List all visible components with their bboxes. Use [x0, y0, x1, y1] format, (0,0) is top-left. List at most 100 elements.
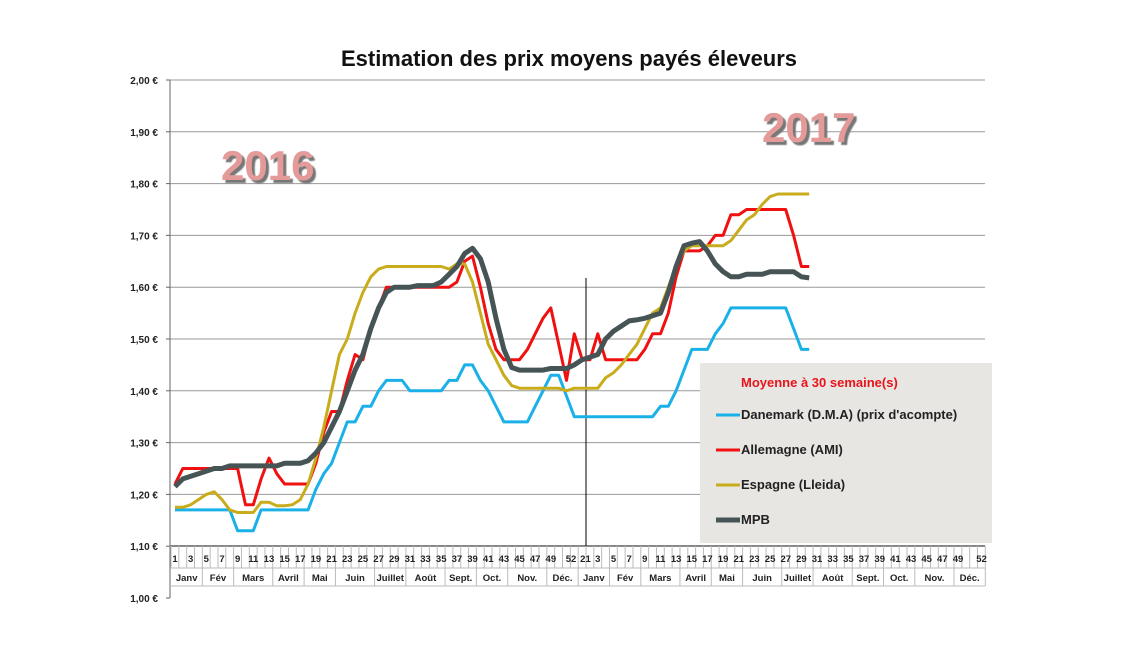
- month-label: Oct.: [890, 573, 908, 584]
- y-tick-label: 1,50 €: [130, 335, 158, 346]
- year-label-2016: 2016: [221, 142, 314, 189]
- x-tick-label: 43: [499, 554, 510, 565]
- x-axis: 1 3 5 7 9 11 13 15 17 19 21 23 25 27 29 31 33 35 37 39 41 43 4…: [170, 545, 987, 587]
- month-label: Nov.: [924, 573, 944, 584]
- x-tick-label: 3: [595, 554, 600, 565]
- x-tick-label: 41: [890, 554, 901, 565]
- legend-label: MPB: [741, 512, 770, 527]
- x-tick-label: 1: [172, 554, 178, 565]
- month-label: Mai: [312, 573, 328, 584]
- x-tick-label: 11: [248, 554, 259, 565]
- month-label: Sept.: [856, 573, 879, 584]
- month-label: Juillet: [377, 573, 405, 584]
- legend-label: Danemark (D.M.A) (prix d'acompte): [741, 407, 957, 422]
- x-tick-label: 5: [204, 554, 210, 565]
- x-tick-label: 29: [389, 554, 400, 565]
- x-tick-label: 41: [483, 554, 494, 565]
- month-label: Juin: [345, 573, 365, 584]
- x-tick-label: 15: [686, 554, 697, 565]
- x-tick-label: 45: [514, 554, 525, 565]
- y-tick-label: 1,80 €: [130, 180, 158, 191]
- month-label: Août: [822, 573, 844, 584]
- x-tick-label: 27: [780, 554, 791, 565]
- x-tick-label: 17: [702, 554, 713, 565]
- legend-label: Espagne (Lleida): [741, 477, 845, 492]
- y-tick-label: 1,90 €: [130, 128, 158, 139]
- chart-title: Estimation des prix moyens payés éleveur…: [341, 46, 797, 71]
- y-tick-label: 1,40 €: [130, 387, 158, 398]
- x-tick-label: 21: [580, 554, 591, 565]
- y-tick-label: 1,00 €: [130, 594, 158, 605]
- x-tick-label: 13: [671, 554, 682, 565]
- month-label: Mai: [719, 573, 735, 584]
- x-tick-label: 25: [765, 554, 776, 565]
- x-tick-label: 23: [342, 554, 353, 565]
- month-label: Sept.: [449, 573, 472, 584]
- series-line-mpb: [173, 239, 810, 489]
- x-tick-label: 49: [546, 554, 557, 565]
- series-line-danemark: [175, 306, 810, 533]
- x-tick-label: 47: [530, 554, 541, 565]
- x-tick-label: 33: [420, 554, 431, 565]
- x-tick-label: 29: [796, 554, 807, 565]
- x-tick-label: 17: [295, 554, 306, 565]
- x-tick-label: 11: [655, 554, 666, 565]
- x-tick-label: 19: [311, 554, 322, 565]
- x-tick-label: 52: [566, 554, 577, 565]
- x-tick-label: 47: [937, 554, 948, 565]
- x-tick-label: 31: [405, 554, 416, 565]
- x-tick-label: 37: [859, 554, 870, 565]
- x-tick-label: 9: [642, 554, 647, 565]
- month-label: Nov.: [517, 573, 537, 584]
- month-label: Mars: [242, 573, 264, 584]
- x-tick-label: 19: [718, 554, 729, 565]
- month-label: Avril: [278, 573, 299, 584]
- x-tick-label: 21: [326, 554, 337, 565]
- month-label: Juillet: [784, 573, 812, 584]
- x-tick-label: 3: [188, 554, 193, 565]
- x-tick-label: 33: [827, 554, 838, 565]
- month-label: Déc.: [552, 573, 572, 584]
- month-label: Mars: [649, 573, 671, 584]
- month-label: Juin: [752, 573, 772, 584]
- month-label: Fév: [617, 573, 634, 584]
- x-tick-label: 9: [235, 554, 240, 565]
- y-tick-label: 1,10 €: [130, 542, 158, 553]
- month-label: Oct.: [483, 573, 501, 584]
- month-label: Avril: [685, 573, 706, 584]
- x-tick-label: 37: [452, 554, 463, 565]
- month-label: Janv: [583, 573, 605, 584]
- month-label: Déc.: [960, 573, 980, 584]
- x-tick-label: 27: [373, 554, 384, 565]
- x-tick-label: 35: [436, 554, 447, 565]
- x-tick-label: 35: [843, 554, 854, 565]
- month-label: Janv: [176, 573, 198, 584]
- x-tick-label: 21: [733, 554, 744, 565]
- x-tick-label: 13: [264, 554, 275, 565]
- x-tick-label: 45: [921, 554, 932, 565]
- y-tick-label: 1,30 €: [130, 439, 158, 450]
- year-label-2017: 2017: [762, 104, 855, 151]
- series-lines: [173, 192, 810, 533]
- y-axis: 1,00 € 1,10 € 1,20 € 1,30 € 1,40 € 1,50 € 1,60…: [130, 76, 171, 605]
- x-tick-label: 25: [358, 554, 369, 565]
- month-label: Fév: [210, 573, 227, 584]
- x-tick-label: 7: [626, 554, 631, 565]
- y-tick-label: 2,00 €: [130, 76, 158, 87]
- legend-title: Moyenne à 30 semaine(s): [741, 375, 898, 390]
- x-tick-label: 49: [953, 554, 964, 565]
- y-tick-label: 1,20 €: [130, 490, 158, 501]
- x-tick-label: 31: [812, 554, 823, 565]
- x-tick-label: 15: [279, 554, 290, 565]
- x-tick-label: 5: [611, 554, 617, 565]
- gridlines: [170, 79, 985, 547]
- legend-label: Allemagne (AMI): [741, 442, 843, 457]
- y-tick-label: 1,60 €: [130, 283, 158, 294]
- y-tick-label: 1,70 €: [130, 231, 158, 242]
- legend: Moyenne à 30 semaine(s) Danemark (D.M.A)…: [700, 363, 992, 543]
- month-label: Août: [415, 573, 437, 584]
- x-tick-label: 39: [874, 554, 885, 565]
- x-tick-label: 43: [906, 554, 917, 565]
- x-tick-label: 52: [976, 554, 987, 565]
